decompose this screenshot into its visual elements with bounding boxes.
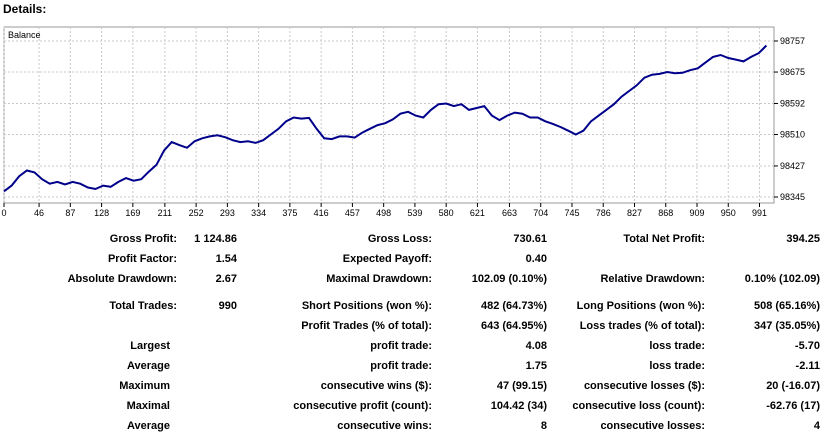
x-tick-label: 868 — [658, 208, 673, 218]
plot-frame — [3, 26, 775, 204]
expected-payoff-label: Expected Payoff: — [342, 253, 432, 265]
x-tick-label: 416 — [314, 208, 329, 218]
maximal-drawdown-label: Maximal Drawdown: — [326, 273, 432, 285]
x-tick-label: 375 — [282, 208, 297, 218]
x-tick-label: 663 — [502, 208, 517, 218]
largest-loss-value: -5.70 — [794, 340, 820, 352]
y-tick-label: 98345 — [780, 192, 805, 202]
profit-factor-value: 1.54 — [215, 253, 237, 265]
expected-payoff-value: 0.40 — [525, 253, 547, 265]
chart-grid — [3, 27, 774, 203]
max-consecutive-losses-value: 20 (-16.07) — [766, 380, 820, 392]
gross-loss-value: 730.61 — [513, 233, 547, 245]
total-trades-label: Total Trades: — [109, 300, 177, 312]
avg-consecutive-losses-label: consecutive losses: — [600, 420, 705, 432]
gross-profit-value: 1 124.86 — [194, 233, 237, 245]
profit-trades-value: 643 (64.95%) — [480, 320, 547, 332]
x-tick-label: 498 — [376, 208, 391, 218]
largest-profit-label: profit trade: — [370, 340, 432, 352]
y-tick-label: 98427 — [780, 161, 805, 171]
average-profit-label: profit trade: — [370, 360, 432, 372]
avg-consecutive-wins-value: 8 — [540, 420, 547, 432]
y-axis-ticks: 98757 98675 98592 98510 98427 98345 — [774, 36, 805, 202]
x-tick-label: 827 — [627, 208, 642, 218]
maximum-label: Maximum — [119, 380, 170, 392]
absolute-drawdown-value: 2.67 — [215, 273, 237, 285]
x-tick-label: 991 — [752, 208, 767, 218]
short-positions-label: Short Positions (won %): — [301, 300, 432, 312]
x-tick-label: 704 — [533, 208, 548, 218]
profit-trades-label: Profit Trades (% of total): — [301, 320, 432, 332]
maximal-consecutive-loss-label: consecutive loss (count): — [572, 400, 705, 412]
total-trades-value: 990 — [218, 300, 237, 312]
x-tick-label: 334 — [251, 208, 266, 218]
maximal-consecutive-loss-value: -62.76 (17) — [766, 400, 820, 412]
balance-chart: Balance 98757 98675 98592 98510 98427 98345 0… — [1, 26, 805, 218]
maximal-consecutive-profit-value: 104.42 (34) — [490, 400, 547, 412]
average-label: Average — [126, 360, 170, 372]
avg-consecutive-wins-label: consecutive wins: — [337, 420, 432, 432]
largest-loss-label: loss trade: — [649, 340, 705, 352]
loss-trades-label: Loss trades (% of total): — [579, 320, 705, 332]
details-title: Details: — [3, 2, 47, 16]
x-tick-label: 169 — [125, 208, 140, 218]
x-axis-ticks: 0 46 87 128 169 211 252 293 334 375 416 457 498 539 58… — [1, 203, 767, 218]
short-positions-value: 482 (64.73%) — [480, 300, 547, 312]
absolute-drawdown-label: Absolute Drawdown: — [67, 273, 177, 285]
long-positions-value: 508 (65.16%) — [753, 300, 820, 312]
maximal-drawdown-value: 102.09 (0.10%) — [471, 273, 547, 285]
maximal-label: Maximal — [126, 400, 170, 412]
gross-profit-label: Gross Profit: — [109, 233, 177, 245]
long-positions-label: Long Positions (won %): — [576, 300, 705, 312]
x-tick-label: 293 — [220, 208, 235, 218]
x-tick-label: 786 — [596, 208, 611, 218]
relative-drawdown-label: Relative Drawdown: — [600, 273, 705, 285]
max-consecutive-losses-label: consecutive losses ($): — [583, 380, 705, 392]
chart-title: Balance — [8, 30, 41, 40]
average-consecutive-label: Average — [126, 420, 170, 432]
x-tick-label: 950 — [721, 208, 736, 218]
y-tick-label: 98757 — [780, 36, 805, 46]
balance-chart-svg: Balance 98757 98675 98592 98510 98427 98345 0… — [1, 26, 805, 218]
x-tick-label: 0 — [1, 208, 6, 218]
relative-drawdown-value: 0.10% (102.09) — [744, 273, 820, 285]
x-tick-label: 621 — [470, 208, 485, 218]
x-tick-label: 211 — [158, 208, 172, 218]
average-profit-value: 1.75 — [525, 360, 547, 372]
x-tick-label: 87 — [65, 208, 75, 218]
avg-consecutive-losses-value: 4 — [813, 420, 820, 432]
total-net-profit-value: 394.25 — [786, 233, 820, 245]
x-tick-label: 128 — [94, 208, 109, 218]
maximal-consecutive-profit-label: consecutive profit (count): — [293, 400, 432, 412]
largest-profit-value: 4.08 — [525, 340, 547, 352]
y-tick-label: 98510 — [780, 130, 805, 140]
average-loss-value: -2.11 — [795, 360, 820, 372]
x-tick-label: 46 — [34, 208, 44, 218]
average-loss-label: loss trade: — [649, 360, 705, 372]
x-tick-label: 909 — [689, 208, 704, 218]
total-net-profit-label: Total Net Profit: — [623, 233, 705, 245]
x-tick-label: 539 — [407, 208, 422, 218]
y-tick-label: 98592 — [780, 98, 805, 108]
gross-loss-label: Gross Loss: — [367, 233, 432, 245]
max-consecutive-wins-value: 47 (99.15) — [496, 380, 547, 392]
balance-series-line — [3, 44, 768, 193]
x-tick-label: 580 — [439, 208, 454, 218]
x-tick-label: 457 — [345, 208, 360, 218]
loss-trades-value: 347 (35.05%) — [753, 320, 820, 332]
y-tick-label: 98675 — [780, 67, 805, 77]
max-consecutive-wins-label: consecutive wins ($): — [320, 380, 432, 392]
x-tick-label: 252 — [189, 208, 204, 218]
x-tick-label: 745 — [564, 208, 579, 218]
profit-factor-label: Profit Factor: — [107, 253, 177, 265]
largest-label: Largest — [130, 340, 170, 352]
